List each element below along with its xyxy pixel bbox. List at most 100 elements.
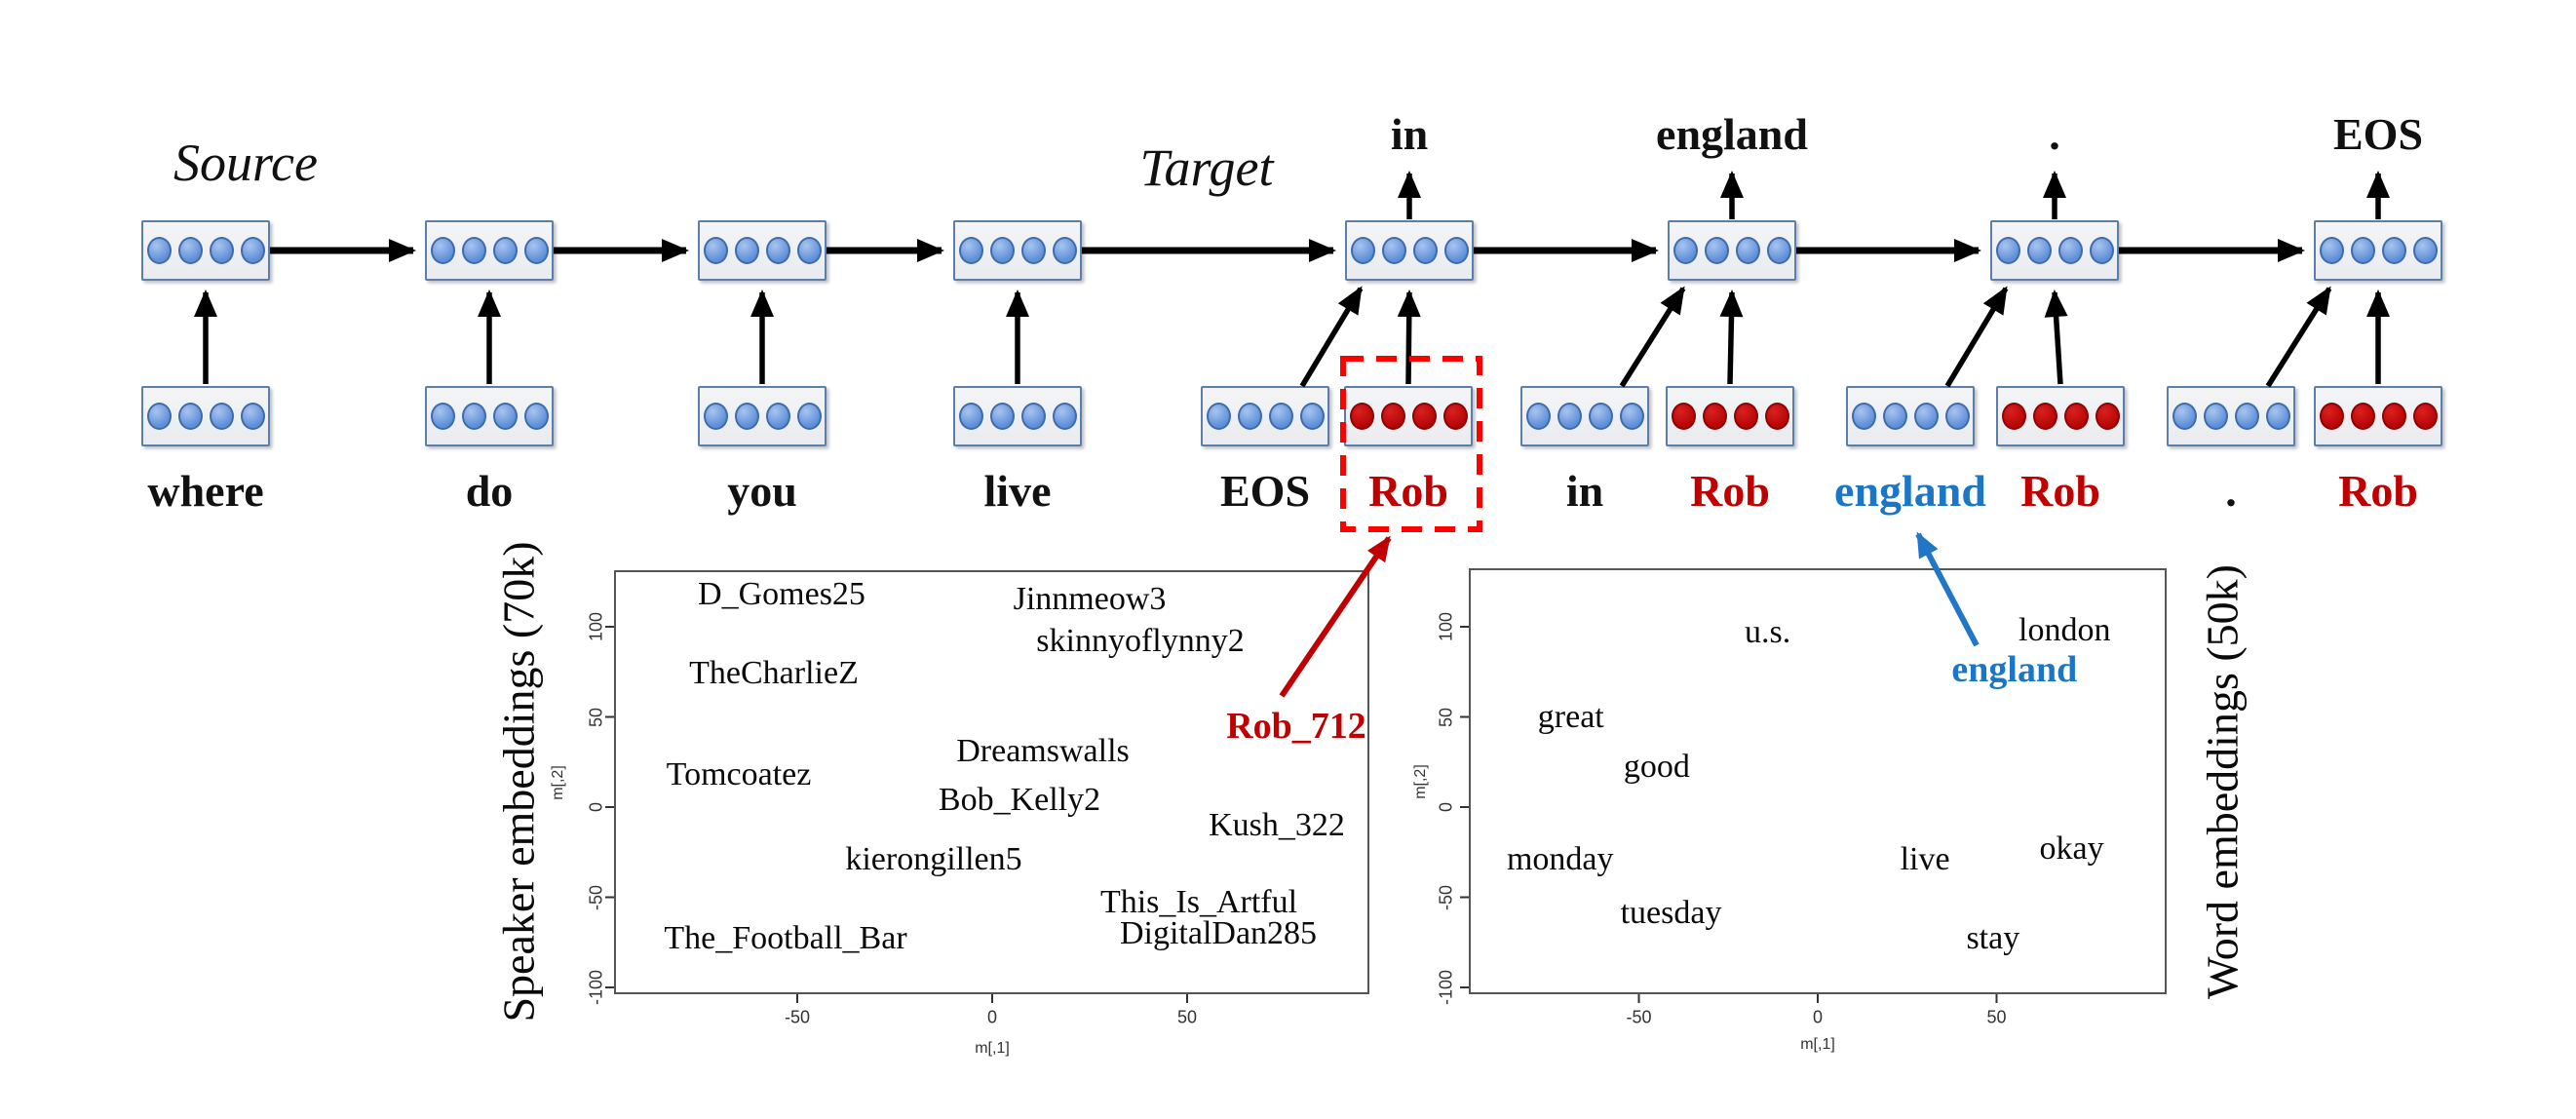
state-dot-icon [958,403,983,430]
encoder-state-box [698,220,827,281]
state-dot-icon [1350,237,1375,264]
plot-point-label: DigitalDan285 [1119,914,1318,951]
state-dot-icon [240,237,265,264]
arrow [1299,286,1364,388]
persona-dot-icon [1380,403,1405,430]
encoder-state-box [425,220,554,281]
plot-point-label: Bob_Kelly2 [938,781,1101,818]
plot-point-label: D_Gomes25 [698,575,865,612]
plot-point-label: kierongillen5 [845,840,1022,877]
plot-point-label: stay [1966,920,2020,957]
state-dot-icon [177,237,203,264]
state-dot-icon [430,403,455,430]
persona-dot-icon [2001,403,2026,430]
persona-dot-icon [2063,403,2089,430]
persona-dot-icon [2095,403,2120,430]
persona-dot-icon [1411,403,1437,430]
plot-point-label: This_Is_Artful [1099,884,1298,921]
plot-point-label: tuesday [1620,895,1722,932]
state-dot-icon [2234,403,2259,430]
state-dot-icon [1443,237,1469,264]
state-dot-icon [461,403,486,430]
state-dot-icon [796,403,822,430]
state-dot-icon [2057,237,2083,264]
y-tick-label: 50 [1436,707,1456,727]
state-dot-icon [1412,237,1438,264]
state-dot-icon [2265,403,2290,430]
state-dot-icon [1735,237,1760,264]
state-dot-icon [1381,237,1406,264]
y-axis-label: m[,2] [550,764,566,800]
plot-point-label: Kush_322 [1209,806,1345,843]
word-embedding-box [698,386,827,446]
x-tick-label: 50 [1986,1007,2007,1027]
state-dot-icon [240,403,265,430]
arrow [2265,286,2332,388]
plot-point-label: great [1537,698,1604,735]
x-tick-label: 0 [1812,1007,1824,1027]
plot-point-label: TheCharlieZ [689,655,859,692]
arrow [1719,289,1744,385]
encoder-state-box [141,220,270,281]
word-embedding-box [1846,386,1975,446]
word-embedding-box [141,386,270,446]
state-dot-icon [2026,237,2052,264]
state-dot-icon [1299,403,1325,430]
target-input-word: . [2225,466,2237,516]
state-dot-icon [703,237,728,264]
source-word: live [983,466,1052,516]
x-axis-label: m[,1] [975,1040,1010,1057]
state-dot-icon [209,403,234,430]
state-dot-icon [1672,237,1698,264]
persona-dot-icon [1671,403,1696,430]
source-word: you [727,466,797,516]
state-dot-icon [209,237,234,264]
speaker-embedding-box [1666,386,1794,446]
persona-word: Rob [2338,466,2418,516]
state-dot-icon [703,403,728,430]
state-dot-icon [734,403,759,430]
state-dot-icon [2203,403,2228,430]
plot-point-label: Rob_712 [1226,705,1366,747]
decoder-state-box [2314,220,2442,281]
y-tick-label: 0 [586,801,606,813]
state-dot-icon [146,237,172,264]
state-dot-icon [2089,237,2114,264]
state-dot-icon [1206,403,1231,430]
state-dot-icon [523,403,549,430]
plot-point-label: england [1951,649,2078,691]
state-dot-icon [146,403,172,430]
persona-word: Rob [1368,466,1448,516]
state-dot-icon [1557,403,1582,430]
state-dot-icon [2172,403,2197,430]
word-embedding-box [1520,386,1649,446]
target-input-word: in [1565,466,1604,516]
speaker-embedding-box [1344,386,1473,446]
state-dot-icon [765,403,790,430]
target-input-word: england [1834,466,1986,516]
state-dot-icon [1588,403,1613,430]
speaker-embeddings-plot [614,570,1369,994]
plot-side-title: Speaker embeddings (70k) [493,541,544,1023]
state-dot-icon [523,237,549,264]
source-label: Source [173,134,318,192]
y-tick-label: -50 [1436,884,1456,910]
persona-dot-icon [2412,403,2438,430]
state-dot-icon [492,403,518,430]
y-tick-label: 0 [1436,801,1456,813]
state-dot-icon [1882,403,1907,430]
state-dot-icon [1020,237,1046,264]
persona-dot-icon [2319,403,2344,430]
plot-point-label: london [2018,611,2111,648]
word-embedding-box [953,386,1082,446]
state-dot-icon [1944,403,1970,430]
decoder-state-box [1345,220,1474,281]
word-embeddings-plot [1469,568,2167,994]
state-dot-icon [765,237,790,264]
persona-dot-icon [2350,403,2375,430]
persona-dot-icon [1349,403,1374,430]
source-word: where [147,466,264,516]
decoder-state-box [1990,220,2119,281]
state-dot-icon [1020,403,1046,430]
arrow [1619,286,1686,388]
